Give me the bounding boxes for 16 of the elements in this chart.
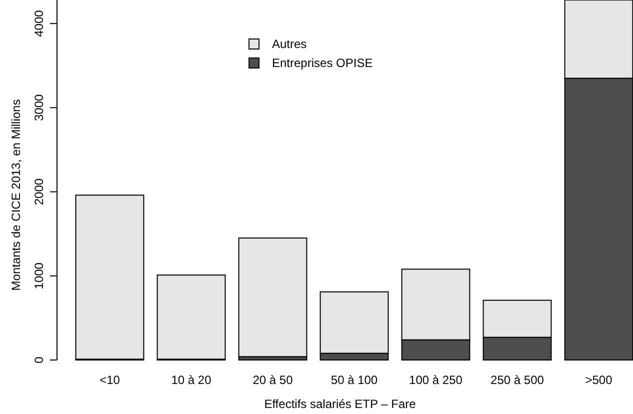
- y-tick-label: 4000: [32, 10, 46, 37]
- x-tick-label: 50 à 100: [330, 373, 378, 387]
- x-axis-title: Effectifs salariés ETP – Fare: [264, 397, 416, 411]
- y-tick-label: 3000: [32, 94, 46, 122]
- y-tick-label: 1000: [32, 262, 46, 290]
- x-tick-label: 20 à 50: [252, 373, 294, 387]
- x-tick-label: 250 à 500: [490, 373, 544, 387]
- x-tick-label: >500: [585, 373, 613, 387]
- y-tick-label: 2000: [32, 178, 46, 206]
- x-tick-label: 100 à 250: [409, 373, 463, 387]
- y-axis-title: Montants de CICE 2013, en Millions: [9, 99, 24, 291]
- y-tick-label: 0: [32, 356, 46, 364]
- x-tick-label: 10 à 20: [171, 373, 212, 387]
- legend-label: Autres: [272, 37, 307, 52]
- legend-label: Entreprises OPISE: [272, 56, 373, 70]
- x-tick-label: <10: [100, 373, 120, 387]
